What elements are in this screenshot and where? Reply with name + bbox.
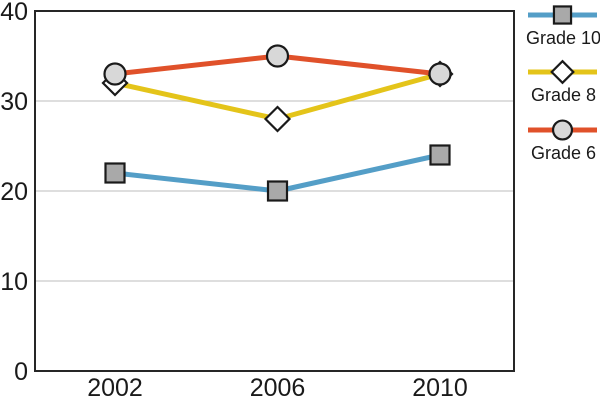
circle-marker-icon (265, 44, 290, 68)
plot-border (34, 10, 515, 372)
legend-item-grade-10: Grade 10 (526, 5, 600, 48)
legend-item-grade-8: Grade 8 (528, 59, 597, 105)
square-marker-icon (104, 162, 126, 184)
diamond-marker-icon (550, 59, 575, 85)
x-tick-label: 2002 (87, 374, 143, 402)
series-grade-10 (104, 144, 451, 202)
legend: Grade 10 Grade 8 Grade 6 (526, 5, 600, 163)
x-tick-label: 2006 (250, 374, 306, 402)
x-tick-label: 2010 (412, 374, 468, 402)
circle-marker-icon (551, 119, 574, 141)
square-marker-icon (429, 144, 451, 166)
legend-label: Grade 10 (526, 28, 600, 48)
square-marker-icon (266, 180, 289, 202)
y-tick-label: 10 (0, 268, 28, 296)
legend-label: Grade 8 (531, 85, 596, 105)
legend-item-grade-6: Grade 6 (528, 119, 597, 163)
y-tick-label: 30 (0, 88, 28, 116)
circle-marker-icon (428, 62, 452, 86)
x-axis: 2002 2006 2010 (87, 374, 468, 402)
series-grade-6 (103, 44, 452, 86)
legend-label: Grade 6 (531, 143, 596, 163)
square-marker-icon (552, 5, 573, 25)
y-tick-label: 0 (14, 358, 28, 386)
y-axis: 0 10 20 30 40 (0, 0, 28, 386)
y-tick-label: 20 (0, 178, 28, 206)
diamond-marker-icon (263, 105, 292, 133)
circle-marker-icon (103, 62, 127, 86)
y-tick-label: 40 (0, 0, 28, 26)
series-grade-8 (101, 60, 454, 133)
